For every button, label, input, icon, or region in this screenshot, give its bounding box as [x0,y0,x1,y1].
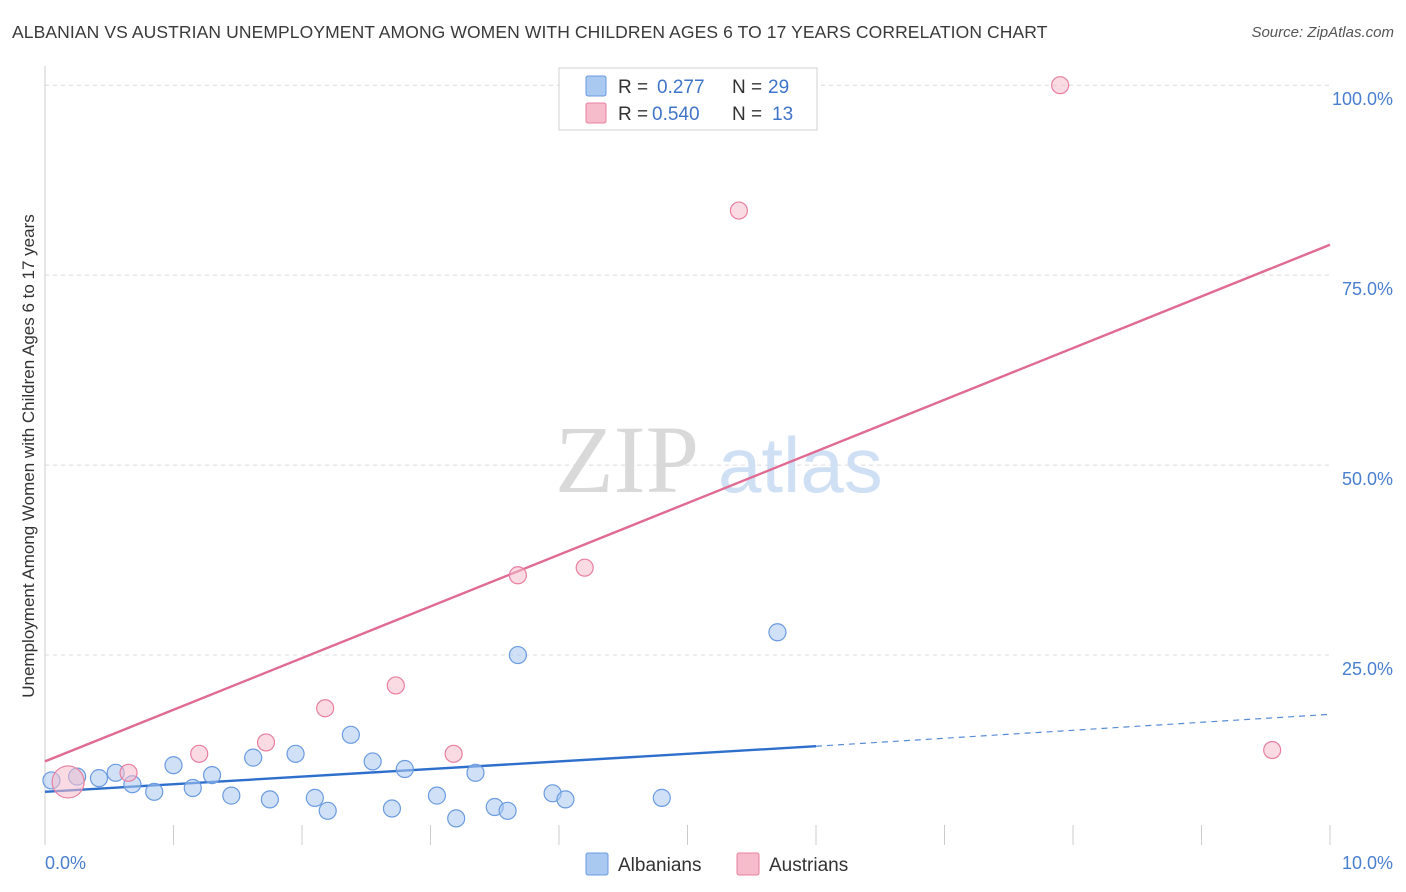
y-axis-title: Unemployment Among Women with Children A… [19,214,38,698]
point-austrians-1 [119,763,138,782]
legend-r-value-1: 0.277 [657,77,705,98]
point-austrians-9 [729,201,749,220]
x-tick-label-min: 0.0% [45,853,86,873]
point-albanians-24 [508,645,527,665]
point-austrians-3 [256,733,276,752]
y-tick-label-25: 25.0% [1342,659,1393,679]
series-legend: Albanians Austrians [585,852,848,876]
legend-n-label-2: N = [732,104,762,125]
trend-line-austrians [44,243,1331,763]
axes [44,66,1331,845]
x-tick-label-max: 10.0% [1342,853,1393,873]
point-albanians-5 [145,782,164,801]
point-albanians-10 [244,748,263,767]
point-albanians-19 [427,786,447,805]
legend-r-label-2: R = [618,104,648,125]
series-swatch-albanians [585,852,609,876]
point-austrians-7 [508,566,527,585]
point-albanians-11 [260,790,279,809]
point-albanians-9 [222,786,241,805]
point-albanians-8 [202,765,222,785]
legend-n-value-1: 29 [768,77,789,98]
point-austrians-8 [575,558,594,577]
legend-swatch-albanians [585,75,607,97]
point-austrians-10 [1051,76,1070,95]
chart-title: ALBANIAN VS AUSTRIAN UNEMPLOYMENT AMONG … [12,22,1048,42]
series-label-austrians: Austrians [769,855,848,876]
point-albanians-7 [183,778,202,798]
y-tick-label-50: 50.0% [1342,469,1393,489]
y-tick-label-100: 100.0% [1332,89,1393,109]
correlation-legend: R = 0.277 N = 29 R = 0.540 N = 13 [558,67,818,131]
watermark-zip: ZIP [555,406,699,513]
point-austrians-6 [444,744,463,763]
point-albanians-17 [382,799,402,818]
point-austrians-2 [190,744,209,763]
y-tick-label-75: 75.0% [1342,279,1393,299]
series-label-albanians: Albanians [618,855,701,876]
point-albanians-15 [341,725,360,744]
trend-line-albanians [44,745,817,794]
point-albanians-26 [556,790,575,809]
point-austrians-0 [51,765,85,799]
point-austrians-5 [386,676,405,695]
trend-lines [44,243,1331,794]
watermark: ZIP atlas [555,406,883,513]
point-austrians-11 [1263,740,1282,760]
legend-swatch-austrians [585,102,607,124]
point-albanians-23 [498,801,517,820]
point-albanians-16 [363,752,382,771]
point-albanians-18 [395,759,414,779]
point-albanians-21 [466,763,485,782]
point-albanians-28 [768,623,787,642]
point-albanians-14 [318,801,337,820]
legend-n-value-2: 13 [772,104,793,125]
legend-n-label-1: N = [732,77,762,98]
data-points [42,76,1282,828]
point-albanians-6 [164,756,183,775]
trend-extension-albanians [815,713,1331,747]
point-albanians-27 [652,788,671,807]
tick-labels: 25.0% 50.0% 75.0% 100.0% 0.0% 10.0% [45,89,1393,873]
source-label: Source: ZipAtlas.com [1251,24,1394,41]
point-albanians-20 [447,809,466,828]
point-albanians-12 [286,744,305,763]
point-austrians-4 [316,699,335,718]
point-albanians-13 [305,788,324,807]
legend-r-label-1: R = [618,77,648,98]
point-albanians-2 [89,769,109,788]
legend-r-value-2: 0.540 [652,104,700,125]
series-swatch-austrians [736,852,760,876]
grid-lines [45,84,1330,656]
